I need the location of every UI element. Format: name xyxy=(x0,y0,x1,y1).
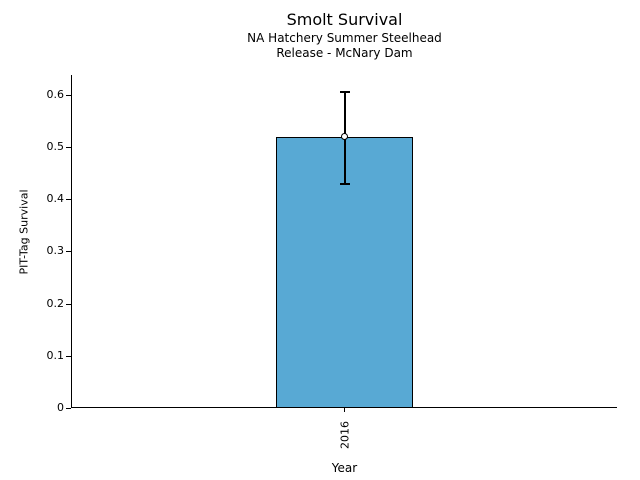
y-tick-label: 0.2 xyxy=(46,297,65,310)
y-tick-label: 0.4 xyxy=(46,192,65,205)
chart-subtitle-line-1: NA Hatchery Summer Steelhead xyxy=(247,31,442,45)
mean-marker xyxy=(341,133,348,140)
y-tick xyxy=(66,147,71,148)
y-tick-label: 0.5 xyxy=(46,140,65,153)
y-tick xyxy=(66,356,71,357)
chart-title: Smolt Survival xyxy=(286,10,403,29)
y-tick xyxy=(66,304,71,305)
y-tick-label: 0.3 xyxy=(46,244,65,257)
chart-subtitle-line-2: Release - McNary Dam xyxy=(276,46,413,60)
y-tick-label: 0 xyxy=(57,401,64,414)
x-axis-label: Year xyxy=(331,461,358,475)
y-tick-label: 0.1 xyxy=(46,349,65,362)
y-tick xyxy=(66,95,71,96)
error-bar-cap-top xyxy=(340,91,350,93)
x-tick xyxy=(344,408,345,412)
x-tick-label: 2016 xyxy=(338,421,352,449)
y-tick xyxy=(66,199,71,200)
y-tick xyxy=(66,251,71,252)
error-bar-cap-bottom xyxy=(340,183,350,185)
y-tick-label: 0.6 xyxy=(46,88,65,101)
y-axis-spine xyxy=(71,75,72,408)
y-tick xyxy=(66,408,71,409)
